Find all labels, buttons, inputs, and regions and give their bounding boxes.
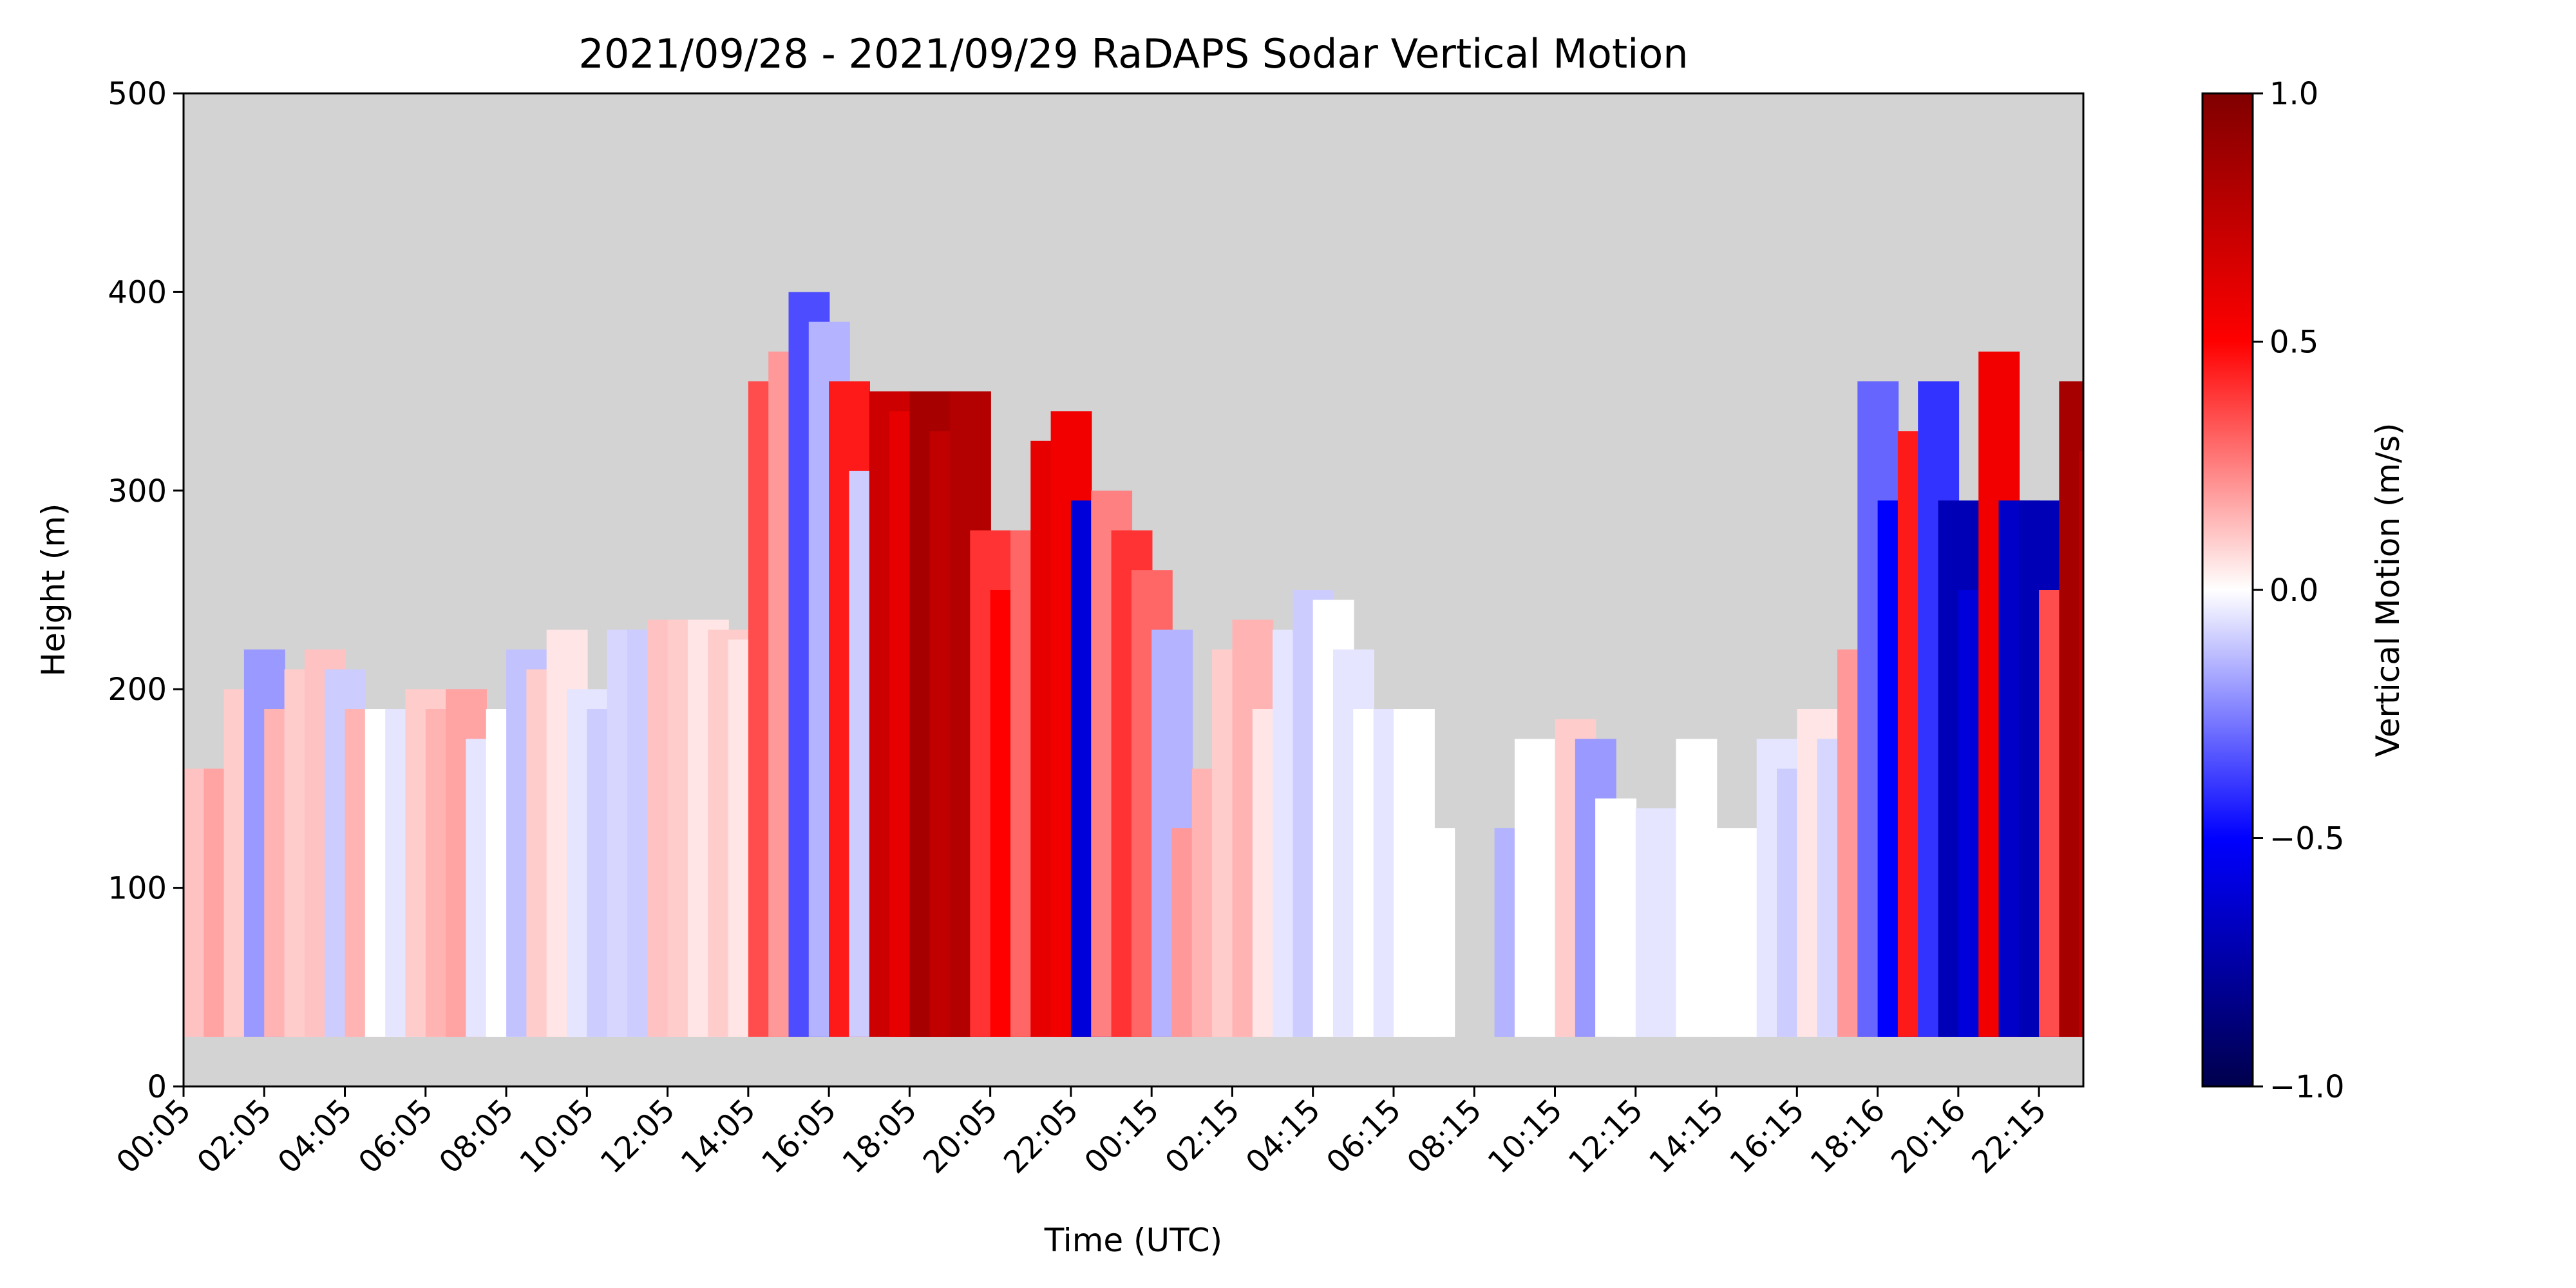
colorbar-tick-label: 0.0 [2269,573,2318,609]
x-tick-label: 06:05 [352,1092,440,1180]
colorbar-label: Vertical Motion (m/s) [2369,422,2407,757]
x-tick-label: 16:15 [1723,1092,1811,1180]
y-tick-label: 0 [147,1069,167,1105]
x-tick-label: 12:15 [1562,1092,1650,1180]
colorbar-tick-label: 0.5 [2269,325,2318,361]
data-column [1716,828,1757,1037]
x-tick-label: 02:15 [1159,1092,1247,1180]
data-column [2099,411,2141,1037]
y-axis: 0 100 200 300 400 500 [108,76,184,1105]
x-tick-label: 20:05 [916,1092,1005,1180]
x-tick-label: 00:15 [1077,1092,1166,1180]
colorbar-tick-label: −1.0 [2269,1069,2345,1105]
y-tick-label: 100 [108,871,167,907]
data-column [1676,739,1718,1037]
x-tick-label: 22:15 [1965,1092,2053,1180]
colorbar-ticks: 1.0 0.5 0.0 −0.5 −1.0 [2253,76,2345,1105]
data-column [1635,808,1677,1037]
x-tick-label: 04:15 [1239,1092,1327,1180]
data-column [2119,381,2161,1037]
x-tick-label: 08:15 [1400,1092,1488,1180]
x-tick-label: 18:05 [835,1092,923,1180]
colorbar-tick-label: 1.0 [2269,76,2318,112]
x-tick-label: 10:05 [513,1092,601,1180]
x-tick-label: 06:15 [1320,1092,1408,1180]
colorbar-tick-label: −0.5 [2269,821,2345,857]
data-column [1595,798,1636,1037]
data-columns [184,292,2383,1037]
y-tick-label: 400 [108,274,167,310]
x-tick-label: 22:05 [997,1092,1085,1180]
chart-title: 2021/09/28 - 2021/09/29 RaDAPS Sodar Ver… [578,30,1688,77]
x-tick-label: 20:16 [1884,1092,1973,1180]
data-column [2160,431,2201,1037]
x-tick-label: 12:05 [594,1092,682,1180]
data-column [2079,451,2083,1037]
y-tick-label: 200 [108,672,167,708]
data-column [2140,411,2181,1037]
x-tick-label: 08:05 [432,1092,520,1180]
data-column [2322,769,2363,1037]
x-tick-label: 14:05 [674,1092,762,1180]
plot-frame [182,92,2085,1088]
x-tick-label: 14:15 [1642,1092,1730,1180]
data-column [2281,739,2322,1037]
colorbar: 1.0 0.5 0.0 −0.5 −1.0 Vertical Motion (m/s) [2201,76,2407,1105]
x-tick-label: 18:16 [1804,1092,1892,1180]
y-tick-label: 300 [108,473,167,509]
x-tick-label: 16:05 [755,1092,843,1180]
data-column [1514,739,1556,1037]
x-tick-label: 02:05 [190,1092,278,1180]
x-axis-label: Time (UTC) [1044,1222,1222,1259]
x-tick-label: 10:15 [1481,1092,1569,1180]
data-column [2261,590,2302,1037]
y-axis-label: Height (m) [35,504,72,677]
x-axis: 00:0502:0504:0506:0508:0510:0512:0514:05… [109,1086,2054,1180]
data-column [2342,709,2383,1037]
y-tick-label: 500 [108,76,167,112]
colorbar-bar [2201,92,2254,1088]
x-tick-label: 04:05 [271,1092,359,1180]
plot-area [182,92,2383,1088]
x-tick-label: 00:05 [109,1092,198,1180]
data-column [1414,828,1455,1037]
